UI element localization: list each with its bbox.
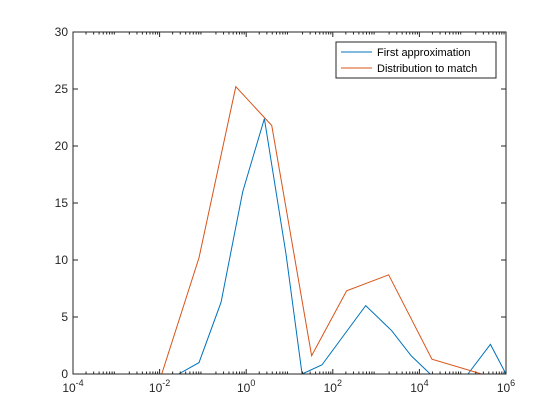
x-tick-label: 10-2 [149, 378, 170, 395]
x-tick-label: 102 [324, 378, 342, 395]
series-line-2 [116, 85, 506, 375]
y-tick-label: 25 [55, 82, 69, 96]
y-tick-label: 15 [55, 196, 69, 210]
y-tick-label: 20 [55, 139, 69, 153]
legend-label: First approximation [377, 47, 471, 59]
y-tick-label: 10 [55, 253, 69, 267]
y-tick-label: 30 [55, 25, 69, 39]
y-tick-label: 0 [61, 367, 68, 381]
x-tick-label: 10-4 [62, 378, 83, 395]
plot-background [73, 32, 506, 374]
x-tick-label: 100 [237, 378, 255, 395]
ticks-layer: 10-4 10-2 100 102 104 106 0 5 10 15 20 25 30 [55, 25, 516, 395]
legend-box [335, 41, 497, 79]
y-tick-label: 5 [61, 310, 68, 324]
x-tick-label: 106 [497, 378, 515, 395]
legend: First approximation Distribution to match [335, 41, 497, 79]
plot-area [73, 32, 506, 374]
x-tick-label: 104 [410, 378, 428, 395]
legend-label: Distribution to match [377, 63, 477, 75]
